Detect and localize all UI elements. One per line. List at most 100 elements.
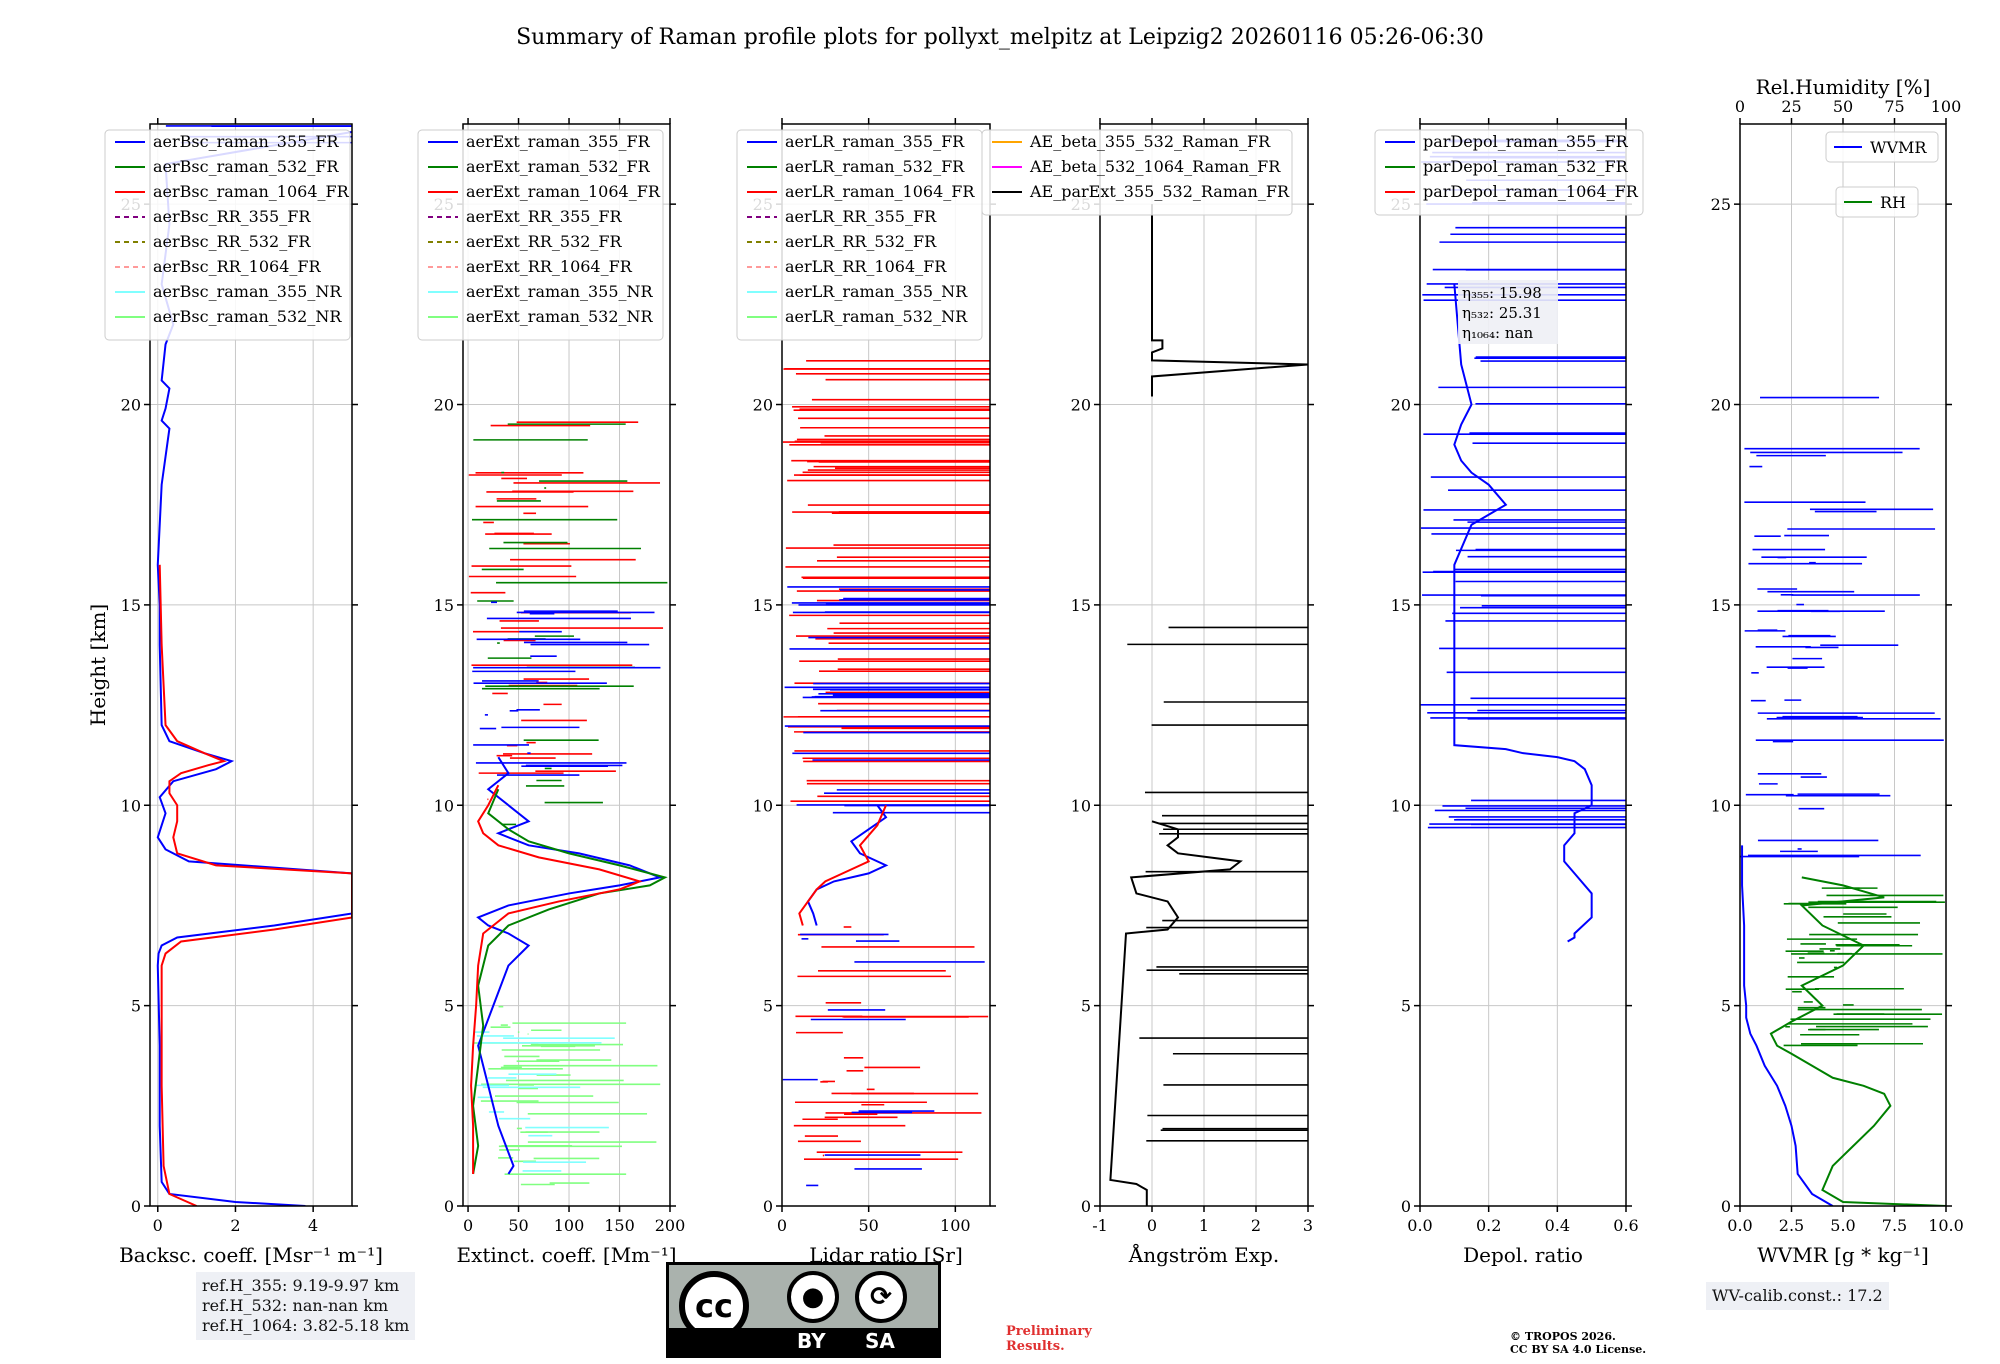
y-tick-label: 0 <box>1401 1197 1411 1216</box>
y-tick-label: 15 <box>1711 596 1731 615</box>
legend-label: aerLR_raman_355_FR <box>785 132 965 151</box>
legend-label: aerLR_raman_355_NR <box>785 282 968 301</box>
series-line <box>1109 820 1243 1206</box>
legend-label: aerBsc_RR_355_FR <box>153 207 311 226</box>
x-tick-label: 0 <box>777 1216 787 1235</box>
legend-label: aerLR_raman_1064_FR <box>785 182 975 201</box>
plot-area <box>782 360 990 1187</box>
y-tick-label: 15 <box>434 596 454 615</box>
eta-eta1064: η₁₀₆₄: nan <box>1462 324 1533 342</box>
y-tick-label: 5 <box>1401 997 1411 1016</box>
y-tick-label: 20 <box>753 396 773 415</box>
legend-box <box>1374 129 1644 216</box>
legend-label: aerBsc_RR_1064_FR <box>153 257 322 276</box>
legend-label: aerExt_raman_532_NR <box>466 307 654 326</box>
y-tick-label: 0 <box>444 1197 454 1216</box>
cc-by-label: BY <box>797 1329 826 1353</box>
y-tick-label: 5 <box>131 997 141 1016</box>
x-tick-label: 0.4 <box>1545 1216 1570 1235</box>
eta-eta355: η₃₅₅: 15.98 <box>1462 284 1542 302</box>
plot-area <box>1740 396 1946 1206</box>
series-line <box>1453 284 1593 943</box>
series-line <box>1769 876 1946 1206</box>
legend-label: aerExt_raman_355_FR <box>466 132 651 151</box>
y-tick-label: 15 <box>753 596 773 615</box>
ref-height-532: ref.H_532: nan-nan km <box>202 1296 389 1315</box>
cc-sa-label: SA <box>865 1329 895 1353</box>
series-line <box>1151 204 1308 397</box>
x-tick-label: 200 <box>655 1216 686 1235</box>
y-tick-label: 20 <box>434 396 454 415</box>
legend-label: aerLR_raman_532_FR <box>785 157 965 176</box>
legend-label: aerExt_RR_532_FR <box>466 232 623 251</box>
x-tick-label: 2.5 <box>1779 1216 1804 1235</box>
x-tick-label: 0 <box>153 1216 163 1235</box>
legend-box <box>981 129 1293 216</box>
legend-label: aerExt_raman_532_FR <box>466 157 651 176</box>
legend-label: aerExt_RR_355_FR <box>466 207 623 226</box>
chart-backscatter: 0510152025024Backsc. coeff. [Msr⁻¹ m⁻¹]H… <box>86 118 383 1267</box>
axes-frame <box>462 123 671 1207</box>
series-line <box>472 788 668 1175</box>
y-tick-label: 10 <box>1711 796 1731 815</box>
legend-label: AE_beta_532_1064_Raman_FR <box>1029 157 1281 176</box>
legend-label: WVMR <box>1870 138 1927 157</box>
legend-box <box>736 129 983 341</box>
preliminary-note: Preliminary Results. <box>1006 1324 1092 1354</box>
y-tick-label: 10 <box>1391 796 1411 815</box>
series-line <box>158 564 352 1206</box>
axes-frame <box>781 123 991 1207</box>
chart-extinction: 0510152025050100150200Extinct. coeff. [M… <box>417 118 686 1267</box>
figure-title: Summary of Raman profile plots for polly… <box>516 25 1484 50</box>
y-tick-label: 15 <box>1391 596 1411 615</box>
legend-label: RH <box>1880 193 1906 212</box>
x-tick-label: 2 <box>1251 1216 1261 1235</box>
legend-label: parDepol_raman_1064_FR <box>1423 182 1639 201</box>
y-axis-label: Height [km] <box>86 604 110 726</box>
y-tick-label: 10 <box>121 796 141 815</box>
wv-calib-box: WV-calib.const.: 17.2 <box>1706 1282 1889 1310</box>
legend-label: AE_beta_355_532_Raman_FR <box>1029 132 1271 151</box>
y-tick-label: 20 <box>1071 396 1091 415</box>
legend-label: parDepol_raman_355_FR <box>1423 132 1629 151</box>
x-tick-label: 3 <box>1303 1216 1313 1235</box>
preliminary-line-2: Results. <box>1006 1339 1065 1354</box>
cc-license-badge: cc ● ⟳ BY SA <box>666 1262 941 1358</box>
y-tick-label: 0 <box>1721 1197 1731 1216</box>
y-tick-label: 10 <box>753 796 773 815</box>
y-tick-label: 5 <box>1721 997 1731 1016</box>
series-line <box>806 804 889 926</box>
legend-label: aerLR_RR_1064_FR <box>785 257 947 276</box>
series-line <box>798 804 887 926</box>
y-tick-label: 20 <box>121 396 141 415</box>
chart-lidar_ratio: 0510152025050100Lidar ratio [Sr]aerLR_ra… <box>736 118 996 1267</box>
top-x-tick-label: 25 <box>1781 97 1801 116</box>
plot-area <box>1109 204 1308 1206</box>
legend-label: aerBsc_RR_532_FR <box>153 232 311 251</box>
top-x-tick-label: 75 <box>1884 97 1904 116</box>
legend-box <box>1835 186 1919 218</box>
x-tick-label: 0.6 <box>1613 1216 1638 1235</box>
x-tick-label: 0 <box>1147 1216 1157 1235</box>
top-x-tick-label: 100 <box>1931 97 1962 116</box>
x-tick-label: 7.5 <box>1882 1216 1907 1235</box>
legend-label: aerBsc_raman_355_FR <box>153 132 339 151</box>
y-tick-label: 5 <box>444 997 454 1016</box>
legend-label: AE_parExt_355_532_Raman_FR <box>1029 182 1290 201</box>
legend-box <box>417 129 664 341</box>
x-axis-label: WVMR [g * kg⁻¹] <box>1757 1243 1929 1267</box>
legend-label: aerBsc_raman_532_FR <box>153 157 339 176</box>
legend-label: aerBsc_raman_355_NR <box>153 282 342 301</box>
x-tick-label: 10.0 <box>1928 1216 1964 1235</box>
eta-box <box>1458 280 1558 344</box>
y-tick-label: 0 <box>131 1197 141 1216</box>
y-tick-label: 20 <box>1391 396 1411 415</box>
y-tick-label: 0 <box>1081 1197 1091 1216</box>
legend-label: aerBsc_raman_1064_FR <box>153 182 350 201</box>
top-x-tick-label: 0 <box>1735 97 1745 116</box>
y-tick-label: 10 <box>434 796 454 815</box>
y-tick-label: 20 <box>1711 396 1731 415</box>
